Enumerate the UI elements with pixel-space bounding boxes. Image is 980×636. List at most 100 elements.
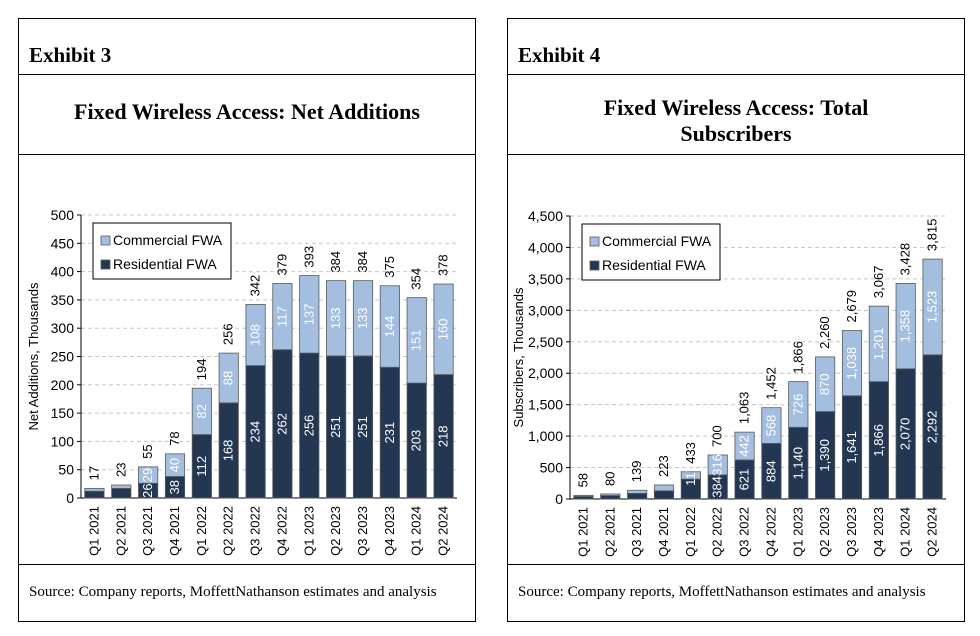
commercial-value-label: 160: [436, 318, 451, 340]
x-tick-label: Q2 2024: [925, 507, 940, 557]
bar-commercial: [379, 285, 400, 368]
y-tick-label: 0: [555, 491, 563, 507]
residential-value-label: 251: [355, 416, 370, 438]
total-value-label: 58: [575, 473, 590, 487]
exhibit-3-chart-area: 0 50 100 150 200 250 300 350 400 450 500 Net Additi…: [19, 155, 475, 565]
total-value-label: 700: [710, 425, 725, 447]
bar-commercial: [272, 283, 293, 351]
x-tick-label: Q1 2021: [86, 506, 101, 556]
total-value-label: 1,866: [790, 341, 805, 374]
total-value-label: 194: [194, 358, 209, 380]
commercial-value-label: 133: [328, 307, 343, 329]
total-value-label: 375: [382, 256, 397, 278]
bar-commercial: [734, 431, 755, 461]
y-tick-label: 1,000: [528, 428, 563, 444]
x-tick-label: Q2 2021: [602, 507, 617, 557]
commercial-value-label: 88: [221, 371, 236, 385]
residential-value-label: 38: [167, 480, 182, 494]
residential-value-label: 203: [409, 430, 424, 452]
x-tick-label: Q3 2022: [737, 507, 752, 557]
commercial-value-label: 144: [382, 316, 397, 338]
total-value-label: 80: [602, 472, 617, 486]
commercial-value-label: 133: [355, 307, 370, 329]
commercial-value-label: 1,358: [898, 310, 913, 343]
x-tick-label: Q1 2024: [409, 506, 424, 556]
x-tick-label: Q2 2021: [113, 506, 128, 556]
commercial-value-label: 1,523: [925, 291, 940, 324]
y-tick-label: 300: [51, 320, 75, 336]
exhibit-4-label: Exhibit 4: [518, 43, 601, 67]
y-axis-title: Net Additions, Thousands: [26, 282, 41, 430]
exhibit-3-source: Source: Company reports, MoffettNathanso…: [29, 584, 437, 600]
total-value-label: 23: [113, 463, 128, 477]
total-value-label: 139: [629, 461, 644, 483]
residential-value-label: 1,390: [817, 439, 832, 472]
exhibit-3-label: Exhibit 3: [29, 43, 112, 67]
bar-residential: [84, 490, 105, 499]
total-value-label: 3,428: [898, 243, 913, 276]
commercial-value-label: 117: [683, 465, 698, 486]
y-tick-label: 150: [51, 405, 75, 421]
x-tick-label: Q3 2022: [248, 506, 263, 556]
residential-value-label: 1,866: [871, 424, 886, 457]
bar-commercial: [218, 352, 239, 404]
bar-residential: [627, 492, 648, 500]
bar-commercial: [191, 387, 212, 436]
y-tick-label: 450: [51, 235, 75, 251]
x-tick-label: Q1 2023: [790, 507, 805, 557]
y-tick-label: 3,500: [528, 271, 563, 287]
bar-commercial: [841, 330, 863, 397]
net-additions-chart: 0 50 100 150 200 250 300 350 400 450 500 Net Additi…: [26, 207, 457, 556]
y-tick-label: 200: [51, 377, 75, 393]
total-value-label: 223: [656, 455, 671, 477]
x-tick-label: Q3 2021: [140, 506, 155, 556]
bar-commercial: [326, 280, 347, 357]
residential-value-label: 1,641: [844, 431, 859, 464]
residential-value-label: 2,070: [898, 418, 913, 451]
x-tick-label: Q4 2023: [382, 506, 397, 556]
bar-commercial: [815, 356, 836, 412]
total-value-label: 1,452: [763, 367, 778, 400]
bar-commercial: [138, 466, 159, 484]
commercial-value-label: 726: [790, 394, 805, 416]
x-tick-label: Q4 2022: [763, 507, 778, 557]
total-subscribers-chart: 0 500 1,000 1,500 2,000 2,500 3,000 3,500 4,000 4…: [511, 208, 946, 557]
x-tick-label: Q1 2022: [194, 506, 209, 556]
total-value-label: 384: [328, 251, 343, 273]
residential-value-label: 256: [301, 415, 316, 437]
bar-commercial: [600, 493, 621, 496]
bar-commercial: [707, 454, 728, 476]
x-tick-label: Q3 2023: [355, 506, 370, 556]
y-tick-label: 3,000: [528, 302, 563, 318]
exhibit-4-title-box: Fixed Wireless Access: Total Subscribers: [508, 75, 964, 155]
x-tick-label: Q1 2023: [301, 506, 316, 556]
y-tick-label: 250: [51, 349, 75, 365]
y-tick-label: 2,000: [528, 365, 563, 381]
exhibit-4-title: Fixed Wireless Access: Total Subscribers: [603, 95, 869, 146]
total-value-label: 78: [167, 431, 182, 445]
x-tick-label: Q2 2022: [221, 506, 236, 556]
y-tick-label: 50: [58, 462, 74, 478]
commercial-value-label: 108: [248, 324, 263, 346]
residential-value-label: 168: [221, 440, 236, 462]
commercial-value-label: 117: [274, 306, 289, 327]
total-value-label: 3,815: [925, 219, 940, 252]
commercial-value-label: 151: [409, 330, 424, 352]
y-tick-label: 350: [51, 292, 75, 308]
bar-commercial: [299, 275, 320, 354]
bar-commercial: [84, 487, 105, 492]
legend-swatch-commercial: [589, 236, 600, 247]
legend-swatch-commercial: [100, 235, 111, 246]
exhibit-3-header: Exhibit 3: [19, 19, 475, 75]
y-tick-label: 4,000: [528, 239, 563, 255]
x-tick-label: Q2 2023: [328, 506, 343, 556]
total-value-label: 393: [301, 246, 316, 268]
commercial-value-label: 316: [710, 454, 725, 476]
y-tick-label: 400: [51, 264, 75, 280]
exhibit-4-header: Exhibit 4: [508, 19, 964, 75]
x-tick-label: Q4 2022: [274, 506, 289, 556]
total-value-label: 2,260: [817, 316, 832, 349]
bar-commercial: [111, 484, 132, 489]
bar-commercial: [788, 381, 809, 428]
legend-swatch-residential: [100, 259, 111, 270]
